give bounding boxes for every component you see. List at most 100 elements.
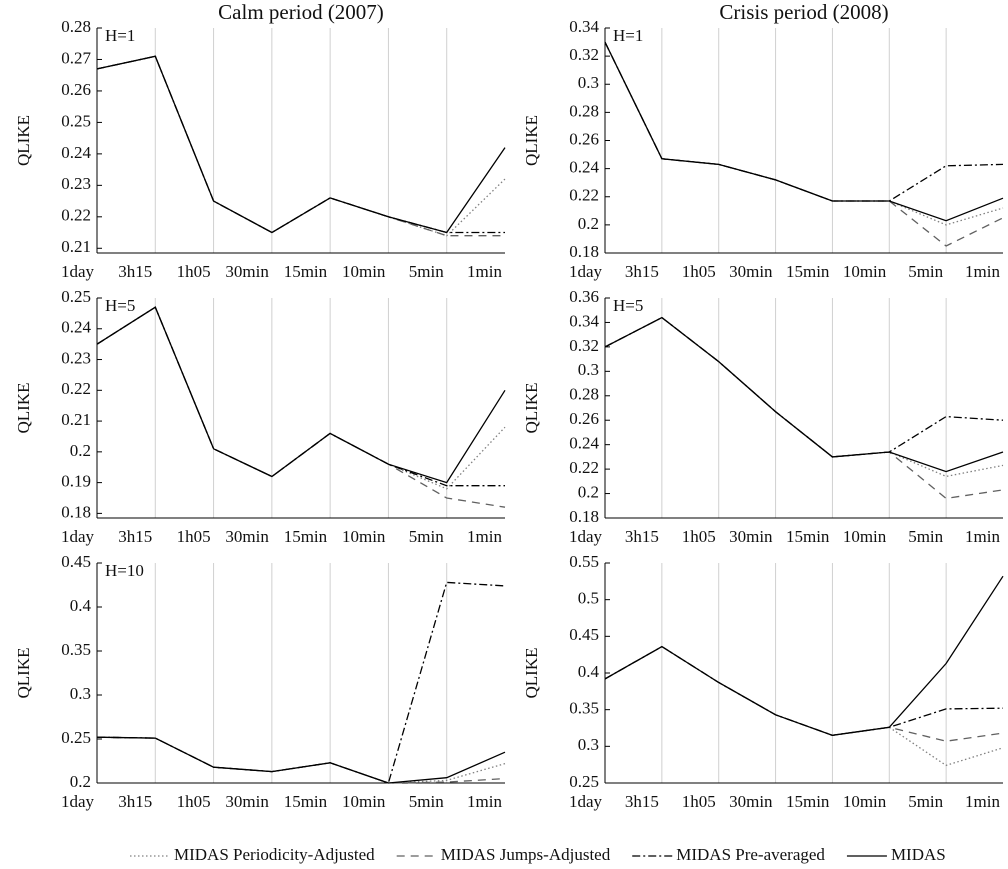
y-tick-label: 0.35 xyxy=(61,640,91,659)
x-tick-label: 5min xyxy=(908,792,943,811)
y-tick-label: 0.3 xyxy=(578,73,599,92)
x-tick-label: 3h15 xyxy=(118,262,152,281)
series-line xyxy=(96,581,506,784)
y-tick-label: 0.32 xyxy=(569,45,599,64)
y-tick-label: 0.45 xyxy=(61,552,91,571)
y-tick-label: 0.4 xyxy=(70,596,92,615)
series-line xyxy=(604,41,1004,202)
x-tick-label: 5min xyxy=(908,262,943,281)
series-line xyxy=(96,736,506,784)
x-tick-label: 15min xyxy=(786,792,830,811)
series-line xyxy=(96,55,506,234)
x-tick-label: 15min xyxy=(284,792,328,811)
legend-label: MIDAS Pre-averaged xyxy=(676,845,825,864)
legend-label: MIDAS Jumps-Adjusted xyxy=(441,845,611,864)
y-tick-label: 0.28 xyxy=(61,17,91,36)
x-tick-label: 3h15 xyxy=(118,792,152,811)
series-line xyxy=(96,306,505,487)
y-tick-label: 0.3 xyxy=(578,735,599,754)
series-line xyxy=(96,55,506,237)
x-tick-label: 3h15 xyxy=(625,262,659,281)
x-tick-label: 10min xyxy=(843,262,887,281)
x-tick-label: 5min xyxy=(409,262,444,281)
y-tick-label: 0.26 xyxy=(569,129,599,148)
y-tick-label: 0.24 xyxy=(569,434,599,453)
series-line xyxy=(604,41,1004,222)
x-tick-label: 1day xyxy=(61,527,95,546)
x-tick-label: 30min xyxy=(225,262,269,281)
legend-label: MIDAS Periodicity-Adjusted xyxy=(174,845,375,864)
x-tick-label: 5min xyxy=(409,792,444,811)
series-line xyxy=(96,736,506,784)
series-line xyxy=(604,645,1004,742)
panel-annotation: H=1 xyxy=(105,26,135,45)
y-tick-label: 0.22 xyxy=(569,186,599,205)
y-tick-label: 0.21 xyxy=(61,410,91,429)
y-axis-label: QLIKE xyxy=(14,648,33,699)
y-axis-label: QLIKE xyxy=(14,383,33,434)
series-line xyxy=(604,316,1004,458)
x-tick-label: 10min xyxy=(843,792,887,811)
x-tick-label: 10min xyxy=(342,792,386,811)
series-line xyxy=(604,575,1004,736)
x-tick-label: 1min xyxy=(965,262,1000,281)
x-tick-label: 1min xyxy=(467,262,502,281)
y-tick-label: 0.2 xyxy=(578,214,599,233)
series-line xyxy=(604,41,1004,226)
x-tick-label: 1day xyxy=(569,262,603,281)
x-tick-label: 3h15 xyxy=(118,527,152,546)
chart-title: Calm period (2007) xyxy=(218,0,384,24)
x-tick-label: 1h05 xyxy=(177,792,211,811)
y-tick-label: 0.2 xyxy=(70,441,91,460)
x-tick-label: 5min xyxy=(908,527,943,546)
y-axis-label: QLIKE xyxy=(522,115,541,166)
x-tick-label: 1min xyxy=(467,792,502,811)
y-axis-label: QLIKE xyxy=(522,648,541,699)
x-tick-label: 30min xyxy=(729,527,773,546)
series-line xyxy=(604,316,1004,473)
series-line xyxy=(604,645,1004,767)
x-tick-label: 30min xyxy=(729,792,773,811)
x-tick-label: 15min xyxy=(786,262,830,281)
x-tick-label: 1h05 xyxy=(682,527,716,546)
y-tick-label: 0.18 xyxy=(569,242,599,261)
y-tick-label: 0.23 xyxy=(61,174,91,193)
y-tick-label: 0.22 xyxy=(569,458,599,477)
x-tick-label: 10min xyxy=(342,527,386,546)
y-tick-label: 0.24 xyxy=(569,158,599,177)
panel-annotation: H=5 xyxy=(105,296,135,315)
x-tick-label: 1h05 xyxy=(682,262,716,281)
y-tick-label: 0.22 xyxy=(61,206,91,225)
x-tick-label: 1day xyxy=(569,792,603,811)
legend-label: MIDAS xyxy=(891,845,946,864)
y-tick-label: 0.45 xyxy=(569,625,599,644)
x-tick-label: 15min xyxy=(284,262,328,281)
series-line xyxy=(96,306,506,484)
y-tick-label: 0.28 xyxy=(569,385,599,404)
series-line xyxy=(604,316,1004,478)
x-tick-label: 1min xyxy=(467,527,502,546)
x-tick-label: 1day xyxy=(61,792,95,811)
y-tick-label: 0.5 xyxy=(578,589,599,608)
y-tick-label: 0.4 xyxy=(578,662,600,681)
y-tick-label: 0.25 xyxy=(61,728,91,747)
y-tick-label: 0.22 xyxy=(61,379,91,398)
x-tick-label: 1min xyxy=(965,792,1000,811)
series-line xyxy=(96,55,505,237)
x-tick-label: 30min xyxy=(225,527,269,546)
y-tick-label: 0.19 xyxy=(61,472,91,491)
y-tick-label: 0.2 xyxy=(70,772,91,791)
panel-annotation: H=10 xyxy=(105,561,144,580)
y-tick-label: 0.34 xyxy=(569,311,599,330)
y-tick-label: 0.24 xyxy=(61,143,91,162)
x-tick-label: 1h05 xyxy=(682,792,716,811)
chart-title: Crisis period (2008) xyxy=(719,0,888,24)
y-tick-label: 0.21 xyxy=(61,237,91,256)
y-tick-label: 0.28 xyxy=(569,101,599,120)
x-tick-label: 5min xyxy=(409,527,444,546)
y-tick-label: 0.35 xyxy=(569,699,599,718)
x-tick-label: 30min xyxy=(225,792,269,811)
series-line xyxy=(604,645,1004,736)
y-axis-label: QLIKE xyxy=(14,115,33,166)
